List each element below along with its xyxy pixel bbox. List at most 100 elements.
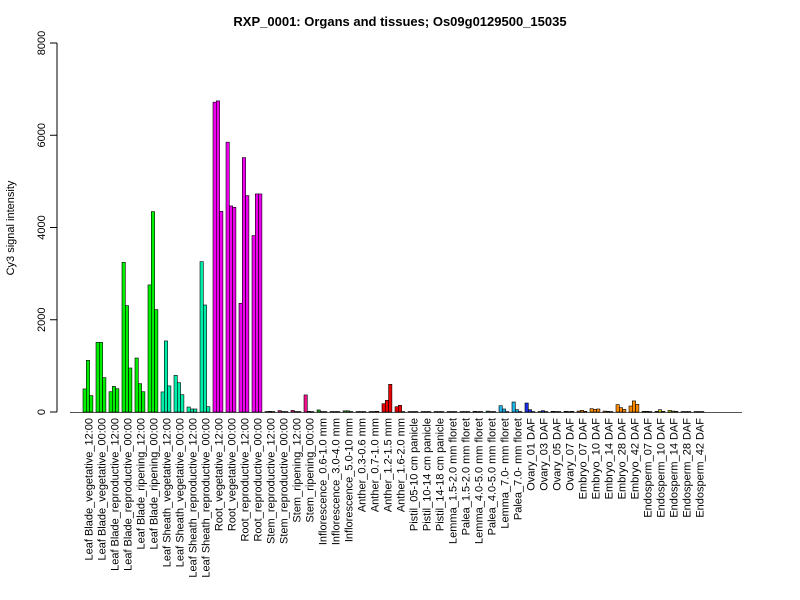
bar (310, 411, 315, 413)
bar (635, 404, 640, 413)
x-tick-label: Leaf Blade_vegetative_12:00 (84, 418, 96, 561)
x-tick-label: Lemma_4.0-5.0 mm floret (474, 418, 486, 544)
bar (576, 410, 581, 413)
bar (284, 411, 289, 413)
bar (570, 411, 575, 413)
bar (462, 411, 467, 413)
x-tick-label: Leaf Blade_reproductive_12:00 (110, 418, 122, 571)
bar (277, 410, 282, 413)
x-tick-label: Ovary_03 DAF (539, 418, 551, 491)
bar (628, 405, 633, 413)
x-tick-label: Leaf Blade_reproductive_00:00 (123, 418, 135, 571)
bar (141, 391, 146, 413)
y-tick-label: 0 (36, 409, 48, 415)
bar (206, 406, 211, 413)
bar (605, 411, 610, 413)
bar (375, 411, 380, 413)
bar (255, 193, 259, 413)
bar (362, 411, 367, 413)
x-tick-label: Root_reproductive_00:00 (253, 418, 265, 542)
bar (674, 411, 679, 413)
bar (553, 411, 558, 413)
x-tick-label: Embryo_10 DAF (591, 418, 603, 500)
x-tick-label: Anther_0.7-1.0 mm (370, 418, 382, 512)
y-tick-label: 8000 (36, 31, 48, 55)
bar (186, 406, 191, 413)
y-tick-label: 6000 (36, 123, 48, 147)
bar (323, 411, 328, 413)
bar (177, 382, 181, 413)
x-tick-label: Anther_1.6-2.0 mm (396, 418, 408, 512)
x-tick-label: Leaf Blade_ripening_12:00 (136, 418, 148, 550)
x-tick-label: Endosperm_42 DAF (695, 418, 707, 518)
bar (622, 409, 627, 413)
bar (164, 340, 168, 413)
bar (368, 411, 373, 413)
x-tick-label: Anther_0.3-0.6 mm (357, 418, 369, 512)
bar (459, 411, 464, 413)
bar (596, 408, 601, 413)
bar (544, 411, 549, 413)
bar (641, 411, 646, 413)
bar (475, 411, 480, 413)
bar (212, 101, 217, 413)
bar (303, 394, 308, 413)
bar (479, 411, 484, 413)
bar (216, 100, 220, 413)
x-tick-label: Leaf Blade_ripening_00:00 (149, 418, 161, 550)
bar (615, 404, 620, 413)
x-tick-label: Root_reproductive_12:00 (240, 418, 252, 542)
x-tick-label: Embryo_42 DAF (630, 418, 642, 500)
x-tick-label: Ovary_07 DAF (565, 418, 577, 491)
bar (394, 406, 399, 413)
bar (518, 411, 523, 413)
bar (410, 411, 415, 413)
bar (108, 391, 113, 413)
x-tick-label: Leaf Sheath_vegetative_00:00 (175, 418, 187, 567)
bar (472, 411, 477, 413)
bar (267, 411, 272, 413)
bar (602, 410, 607, 413)
bar (427, 411, 432, 413)
x-tick-label: Endosperm_07 DAF (643, 418, 655, 518)
y-tick-label: 4000 (36, 215, 48, 239)
bar (583, 411, 588, 413)
bar (527, 409, 532, 413)
bar (349, 411, 354, 413)
bar (566, 411, 571, 413)
bar (449, 411, 454, 413)
x-tick-labels: Leaf Blade_vegetative_12:00 Leaf Blade_ve… (84, 418, 707, 578)
bar (89, 395, 94, 413)
x-tick-label: Pistil_05-10 cm panicle (409, 418, 421, 531)
x-tick-label: Stem_reproductive_12:00 (266, 418, 278, 544)
bar (332, 411, 337, 413)
bar (436, 411, 441, 413)
x-tick-label: Embryo_14 DAF (604, 418, 616, 500)
bar (125, 305, 129, 413)
bar (173, 375, 178, 413)
bar (488, 411, 493, 413)
bar (687, 411, 692, 413)
bar (225, 141, 230, 413)
x-tick-label: Palea_7.0- mm floret (513, 418, 525, 520)
bar (342, 410, 347, 413)
bar (501, 408, 506, 413)
bar (524, 402, 529, 413)
x-tick-label: Leaf Sheath_reproductive_12:00 (188, 418, 200, 578)
bar (345, 410, 350, 413)
x-tick-label: Leaf Sheath_reproductive_00:00 (201, 418, 213, 578)
x-tick-label: Inflorescence_3.0-4.0 mm (331, 418, 343, 545)
x-tick-label: Lemma_7.0- mm floret (500, 418, 512, 529)
bar (102, 377, 107, 413)
bar (242, 157, 246, 413)
bar (654, 411, 659, 413)
bar (453, 411, 458, 413)
bar (138, 383, 142, 413)
x-tick-label: Anther_1.2-1.5 mm (383, 418, 395, 512)
bar (440, 411, 445, 413)
bar (280, 411, 285, 413)
bar (631, 400, 636, 413)
bar (199, 261, 204, 413)
bar (358, 411, 363, 413)
